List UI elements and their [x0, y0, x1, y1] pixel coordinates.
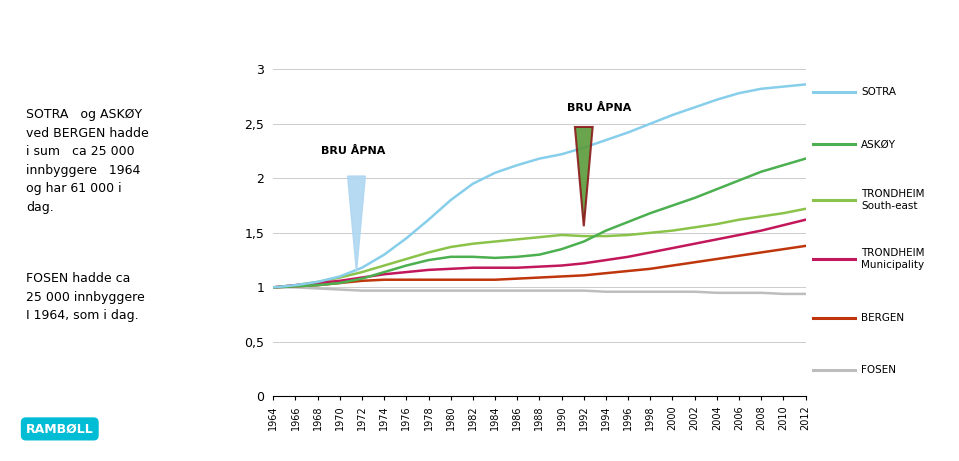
- Text: RAMBØLL: RAMBØLL: [26, 422, 94, 435]
- Text: TRONDHEIM
Municipality: TRONDHEIM Municipality: [861, 248, 924, 270]
- Text: BRU ÅPNA: BRU ÅPNA: [321, 146, 386, 156]
- Text: BERGEN: BERGEN: [861, 313, 904, 323]
- Polygon shape: [347, 176, 365, 272]
- Text: FOSEN: FOSEN: [861, 365, 896, 375]
- Text: SOTRA: SOTRA: [861, 87, 896, 97]
- Text: ASKØY: ASKØY: [861, 139, 896, 149]
- Text: FOSEN hadde ca
25 000 innbyggere
I 1964, som i dag.: FOSEN hadde ca 25 000 innbyggere I 1964,…: [26, 272, 145, 323]
- Text: BRU ÅPNA: BRU ÅPNA: [567, 103, 632, 113]
- Text: SOTRA   og ASKØY
ved BERGEN hadde
i sum   ca 25 000
innbyggere   1964
og har 61 : SOTRA og ASKØY ved BERGEN hadde i sum ca…: [26, 108, 149, 213]
- Text: TRONDHEIM
South-east: TRONDHEIM South-east: [861, 189, 924, 211]
- Polygon shape: [574, 127, 593, 226]
- Text: Fordelene med bru: Fordelene med bru: [14, 23, 225, 43]
